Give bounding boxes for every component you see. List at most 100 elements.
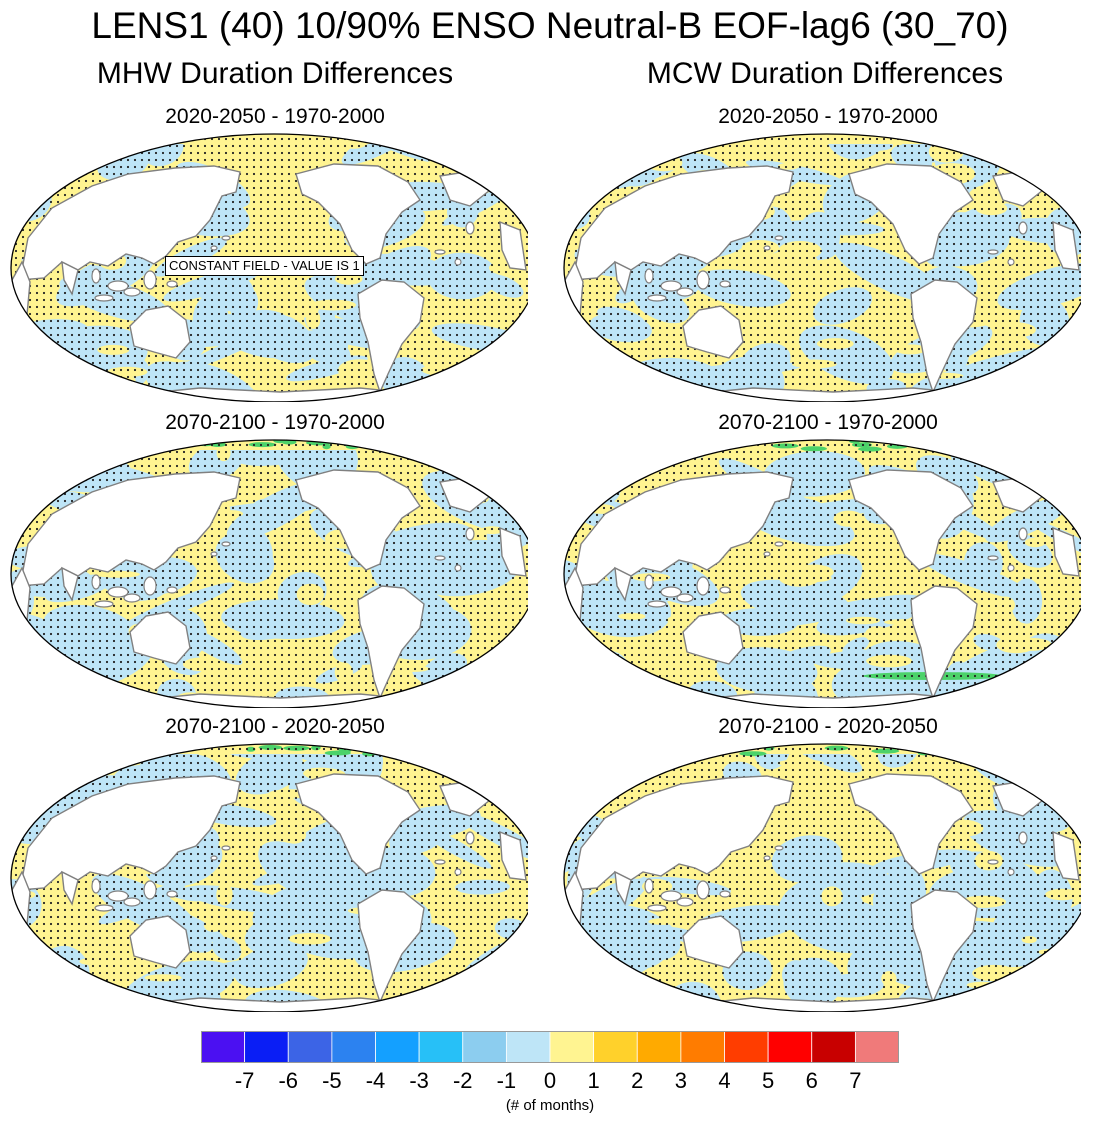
colorbar-swatch	[331, 1031, 376, 1063]
land-mass	[129, 611, 191, 665]
island	[107, 586, 129, 598]
column-title-mhw: MHW Duration Differences	[96, 57, 454, 90]
colorbar-swatch	[244, 1031, 289, 1063]
land-mass	[910, 889, 978, 1004]
land-mass	[357, 585, 425, 700]
island	[434, 859, 446, 865]
land-mass	[1052, 830, 1080, 881]
island	[676, 897, 694, 907]
land-mass	[1052, 526, 1080, 577]
colorbar-tick-label: 4	[718, 1068, 731, 1093]
island	[774, 845, 784, 851]
colorbar-tick-label: -5	[322, 1068, 342, 1093]
land-mass	[129, 915, 191, 969]
island	[91, 878, 101, 894]
island	[1018, 831, 1028, 845]
world-map	[563, 743, 1081, 1012]
land-mass	[682, 305, 744, 359]
positive-anomaly-patch	[464, 759, 479, 780]
island	[94, 600, 114, 608]
island	[465, 221, 475, 235]
land-mass	[499, 220, 527, 271]
land-mass	[61, 870, 79, 906]
strong-positive-patch	[366, 747, 382, 753]
island	[676, 593, 694, 603]
colorbar-swatch	[593, 1031, 638, 1063]
positive-anomaly-patch	[579, 440, 602, 455]
island	[210, 855, 218, 861]
world-map	[10, 439, 528, 708]
island	[465, 831, 475, 845]
world-map	[10, 743, 528, 1012]
strong-positive-patch	[915, 744, 938, 750]
colorbar-swatch	[680, 1031, 725, 1063]
island	[454, 868, 462, 876]
island	[774, 235, 784, 241]
island	[166, 586, 178, 594]
positive-anomaly-patch	[74, 134, 90, 146]
strong-positive-patch	[362, 747, 388, 753]
positive-anomaly-patch	[11, 993, 22, 1004]
map-border	[563, 743, 1081, 1012]
positive-anomaly-patch	[564, 787, 583, 802]
positive-anomaly-patch	[619, 982, 658, 998]
land-mass	[295, 163, 421, 265]
land-mass	[848, 163, 974, 265]
world-map	[563, 133, 1081, 402]
negative-anomaly-patch	[566, 744, 601, 758]
land-mass	[910, 585, 978, 700]
island	[166, 890, 178, 898]
colorbar-frame	[201, 1031, 899, 1063]
island	[696, 880, 710, 900]
island	[107, 890, 129, 902]
land-mass	[1052, 220, 1080, 271]
positive-anomaly-patch	[698, 137, 733, 144]
island	[123, 287, 141, 297]
colorbar-swatch	[418, 1031, 464, 1063]
land-mass	[129, 305, 191, 359]
positive-anomaly-patch	[52, 687, 77, 708]
land-mass	[572, 775, 794, 891]
island	[221, 541, 231, 547]
map-panel: 2020-2050 - 1970-2000	[553, 104, 1100, 404]
land-mass	[572, 165, 794, 281]
island	[143, 576, 157, 596]
island	[987, 859, 999, 865]
strong-positive-patch	[693, 744, 720, 750]
negative-anomaly-patch	[564, 440, 636, 486]
panel-title: 2070-2100 - 2020-2050	[718, 715, 938, 738]
island	[465, 527, 475, 541]
negative-anomaly-patch	[498, 662, 528, 708]
positive-anomaly-patch	[11, 188, 35, 208]
colorbar-swatch	[636, 1031, 682, 1063]
positive-anomaly-patch	[1050, 344, 1081, 361]
colorbar-swatch	[505, 1031, 551, 1063]
colorbar-tick-label: 5	[762, 1068, 775, 1093]
positive-anomaly-patch	[35, 790, 52, 799]
colorbar-swatch	[375, 1031, 420, 1063]
strong-positive-patch	[365, 746, 391, 752]
colorbar-tick-label: -3	[409, 1068, 429, 1093]
positive-anomaly-patch	[595, 779, 610, 799]
colorbar-swatch	[811, 1031, 856, 1063]
colorbar	[201, 1031, 899, 1063]
negative-anomaly-patch	[48, 998, 104, 1012]
positive-anomaly-patch	[1051, 688, 1081, 705]
island	[719, 890, 731, 898]
colorbar-units: (# of months)	[505, 1097, 595, 1114]
land-mass	[682, 915, 744, 969]
map-border	[10, 133, 528, 402]
positive-anomaly-patch	[1039, 159, 1081, 173]
island	[660, 280, 682, 292]
island	[696, 576, 710, 596]
island	[676, 287, 694, 297]
island	[94, 904, 114, 912]
panel-title: 2020-2050 - 1970-2000	[718, 105, 938, 128]
colorbar-tick-label: -1	[496, 1068, 517, 1093]
island	[210, 551, 218, 557]
island	[987, 555, 999, 561]
positive-anomaly-patch	[438, 141, 462, 162]
map-panel: 2020-2050 - 1970-2000	[0, 104, 550, 404]
island	[143, 880, 157, 900]
land-mass	[572, 471, 794, 587]
